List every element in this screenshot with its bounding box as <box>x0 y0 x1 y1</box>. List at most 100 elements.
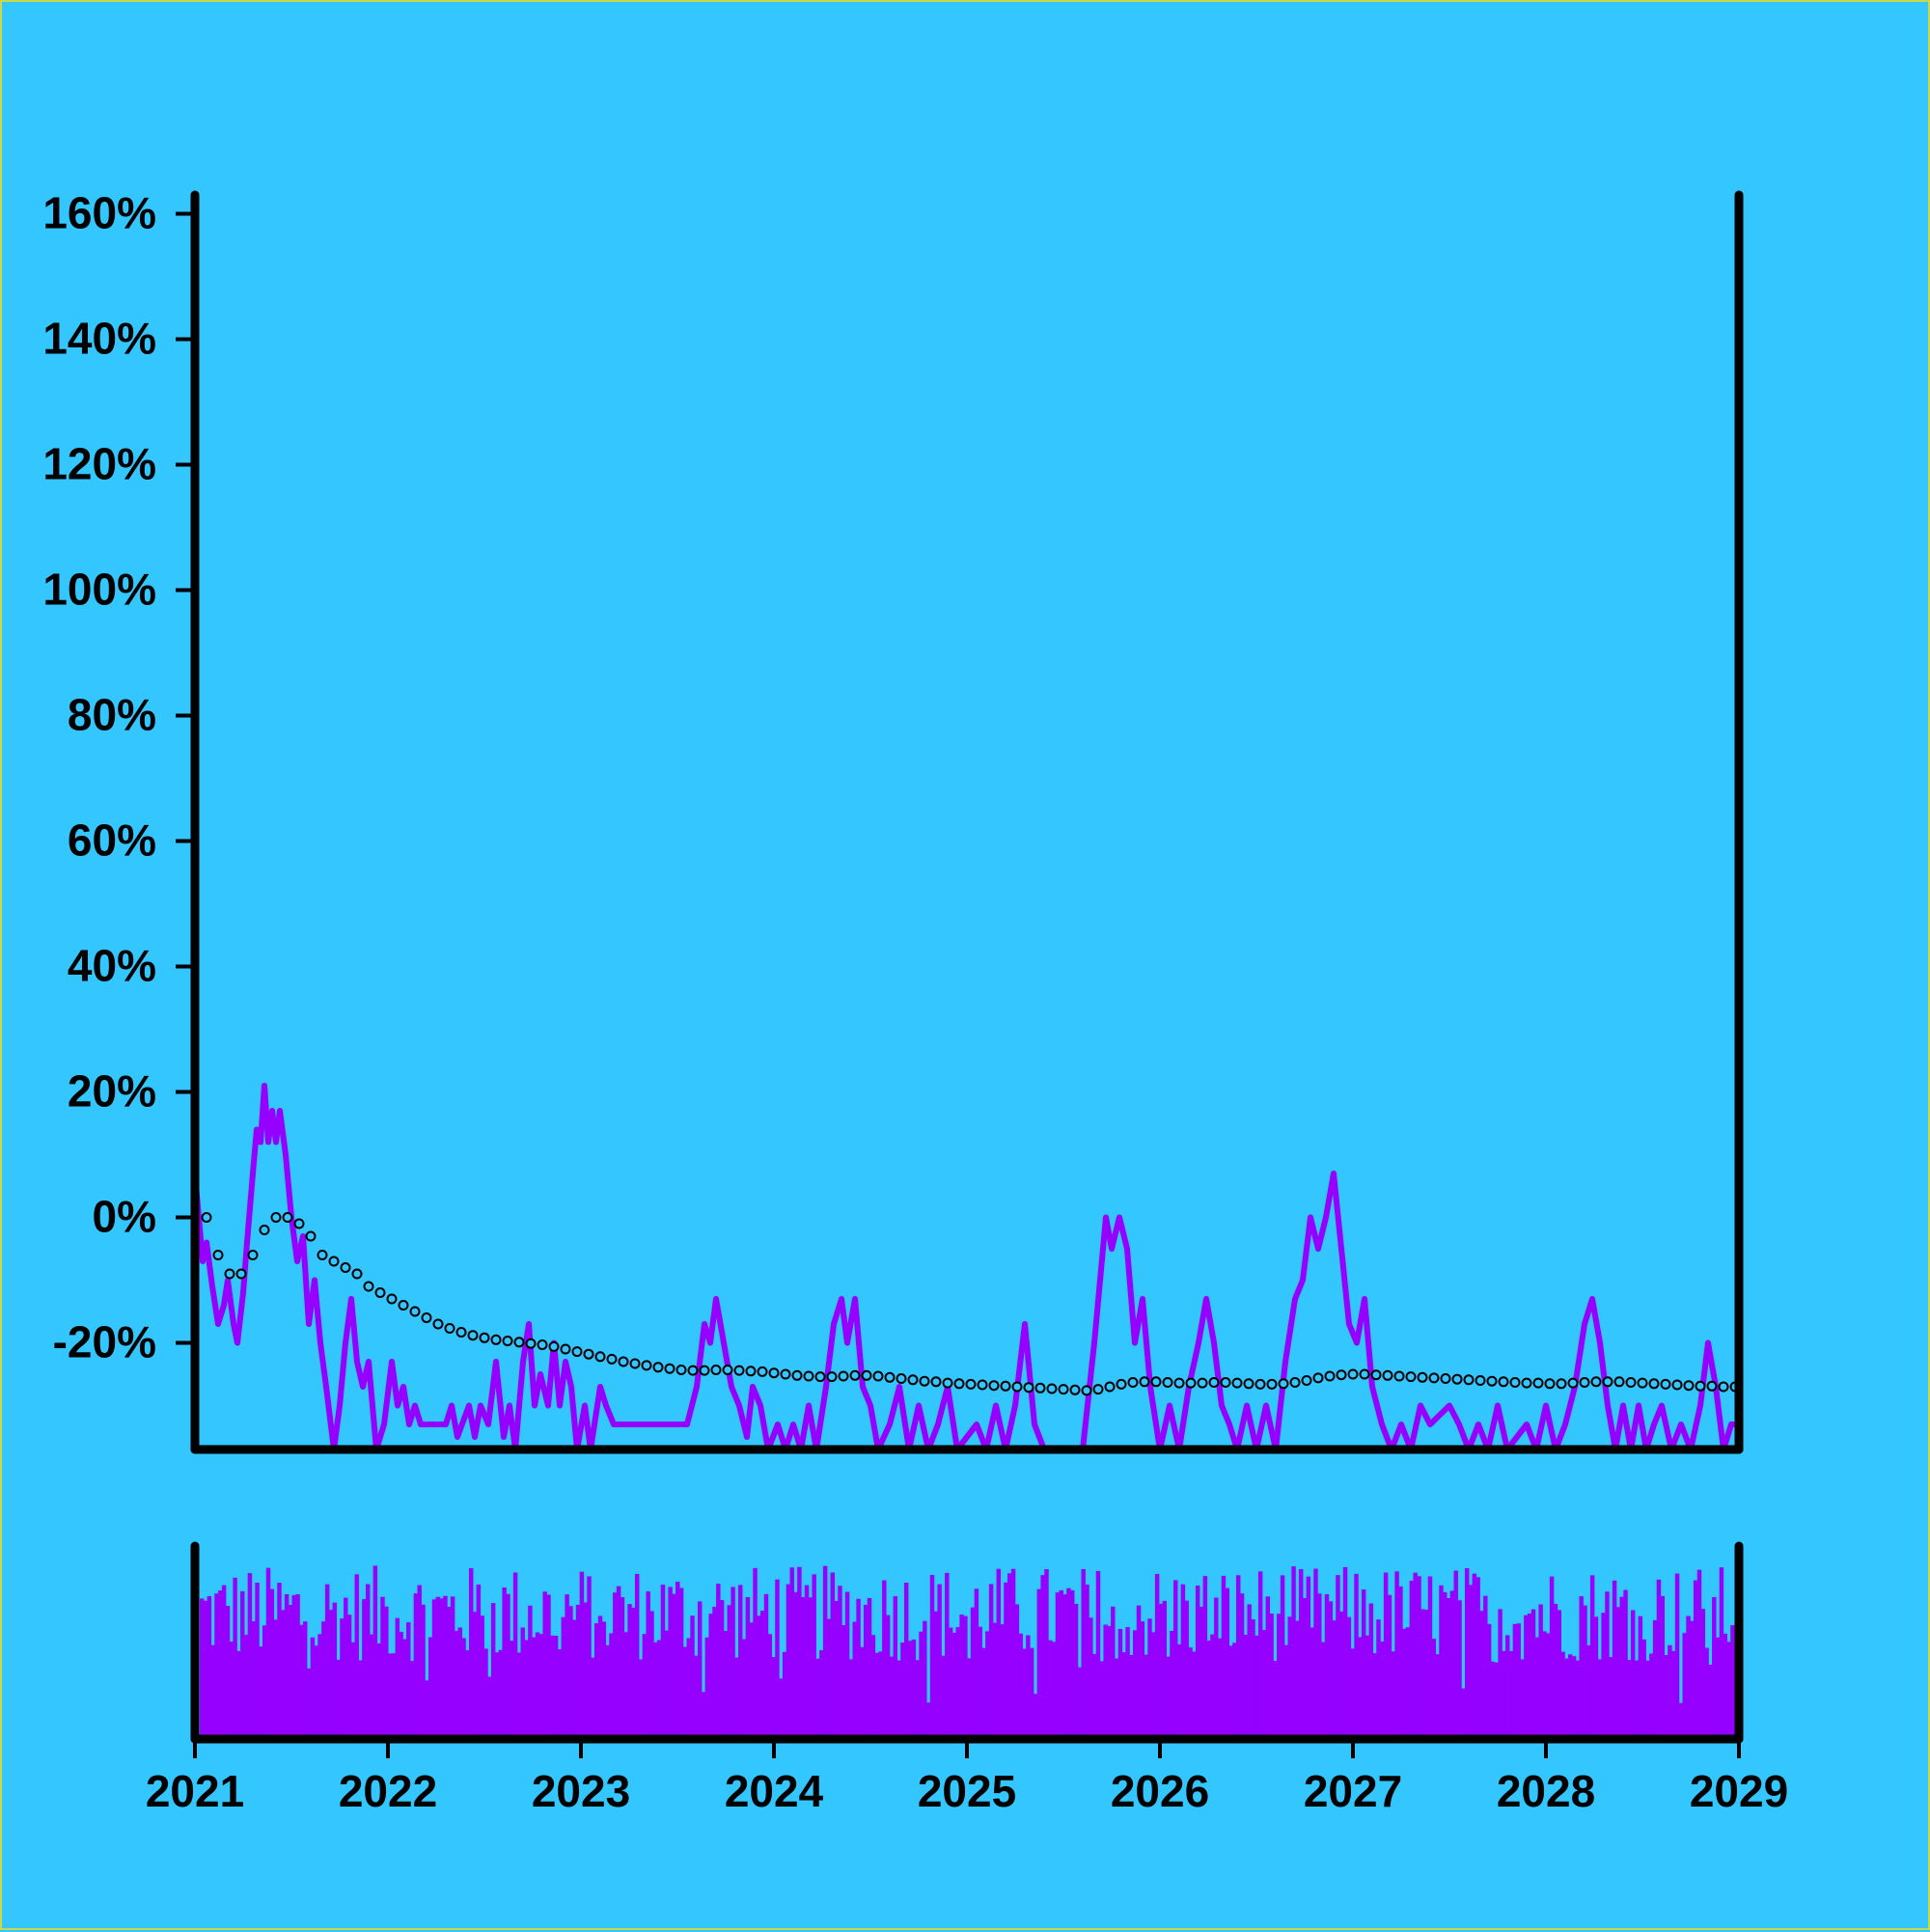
volume-bar <box>793 1591 798 1739</box>
trend-marker <box>571 1346 583 1358</box>
trend-marker <box>1532 1377 1544 1389</box>
volume-bar <box>1638 1615 1643 1739</box>
x-tick-label: 2029 <box>1690 1766 1788 1816</box>
volume-bar <box>1162 1600 1167 1739</box>
volume-bar <box>1236 1575 1241 1739</box>
volume-bar <box>1483 1595 1488 1739</box>
trend-marker <box>247 1250 259 1260</box>
volume-bar <box>1280 1575 1285 1739</box>
trend-marker <box>722 1365 733 1375</box>
volume-bar <box>243 1635 249 1739</box>
volume-bar <box>399 1632 403 1739</box>
volume-bar <box>472 1612 478 1739</box>
trend-marker <box>1092 1384 1104 1395</box>
volume-bar <box>1505 1635 1510 1739</box>
trend-marker <box>1266 1378 1278 1390</box>
volume-bar <box>789 1567 794 1739</box>
volume-bar <box>1361 1589 1366 1739</box>
volume-bar <box>900 1642 905 1739</box>
trend-marker <box>224 1268 235 1280</box>
volume-bar <box>985 1631 990 1739</box>
volume-bar <box>1420 1609 1425 1739</box>
volume-bar <box>1051 1642 1057 1739</box>
volume-bar <box>1188 1647 1193 1739</box>
trend-marker <box>1220 1377 1231 1388</box>
volume-bar <box>1402 1628 1407 1739</box>
volume-bar <box>1350 1648 1355 1739</box>
trend-marker <box>1243 1378 1254 1390</box>
volume-bar <box>273 1619 278 1739</box>
volume-bar <box>1239 1593 1245 1739</box>
volume-bar <box>759 1611 765 1739</box>
volume-bar <box>1516 1623 1521 1739</box>
trend-marker <box>1034 1382 1046 1394</box>
volume-bar <box>1287 1616 1292 1739</box>
volume-bar <box>1199 1607 1204 1739</box>
volume-bar <box>1184 1600 1189 1739</box>
volume-bar <box>587 1576 592 1739</box>
volume-bar <box>1439 1585 1444 1739</box>
volume-bar <box>826 1618 832 1739</box>
volume-bar <box>1332 1620 1337 1739</box>
volume-bar <box>915 1660 920 1739</box>
volume-bar <box>1158 1603 1164 1739</box>
volume-bar <box>510 1641 514 1739</box>
volume-bar <box>1180 1584 1186 1739</box>
volume-bar <box>1295 1620 1300 1739</box>
volume-bar <box>402 1639 407 1739</box>
volume-bar <box>1354 1573 1359 1739</box>
volume-bar <box>690 1615 695 1739</box>
trend-marker <box>1509 1377 1521 1388</box>
trend-marker <box>1139 1376 1150 1388</box>
volume-bar <box>593 1623 599 1739</box>
volume-bar <box>1398 1586 1403 1739</box>
volume-bar <box>218 1590 223 1739</box>
volume-bar <box>623 1632 628 1739</box>
trend-marker <box>1197 1377 1208 1389</box>
volume-bar <box>775 1579 780 1739</box>
trend-marker <box>1081 1385 1092 1396</box>
trend-marker <box>1590 1376 1602 1388</box>
price-line-layer <box>192 1083 1739 1452</box>
volume-bar <box>546 1594 551 1739</box>
trend-marker <box>803 1370 814 1382</box>
volume-bar <box>1324 1593 1330 1739</box>
volume-bar <box>676 1582 680 1739</box>
volume-bar <box>852 1621 857 1739</box>
volume-bar <box>1630 1610 1636 1739</box>
trend-marker <box>757 1366 768 1377</box>
volume-bar <box>1457 1600 1462 1739</box>
volume-bar <box>763 1593 769 1739</box>
volume-bar <box>1564 1658 1569 1739</box>
volume-bar <box>1571 1656 1577 1739</box>
trend-marker <box>606 1353 618 1365</box>
volume-bar <box>1273 1661 1278 1739</box>
volume-bar <box>1712 1597 1717 1739</box>
volume-bar <box>465 1650 470 1739</box>
volume-bar <box>288 1605 293 1739</box>
volume-bar <box>314 1645 318 1739</box>
volume-bar <box>520 1627 525 1739</box>
trend-marker <box>409 1306 421 1317</box>
axes <box>190 190 1744 1744</box>
volume-bar <box>856 1598 861 1739</box>
volume-bar <box>1641 1639 1646 1739</box>
volume-bar <box>1336 1575 1340 1739</box>
volume-bar <box>1634 1660 1640 1739</box>
trend-marker <box>1150 1376 1162 1388</box>
volume-bar <box>1048 1640 1053 1739</box>
volume-bar <box>409 1661 415 1739</box>
volume-bar <box>291 1594 296 1739</box>
volume-bar <box>664 1630 670 1739</box>
volume-bar <box>1682 1633 1687 1739</box>
volume-bar <box>454 1630 459 1739</box>
volume-bar <box>1077 1667 1083 1739</box>
volume-bar <box>1066 1587 1071 1739</box>
volume-bar <box>251 1621 256 1739</box>
y-tick-label: 60% <box>68 815 156 866</box>
x-tick-label: 2023 <box>532 1766 630 1816</box>
trend-marker <box>363 1281 374 1292</box>
volume-bar <box>572 1619 577 1739</box>
volume-bar <box>1103 1624 1108 1739</box>
